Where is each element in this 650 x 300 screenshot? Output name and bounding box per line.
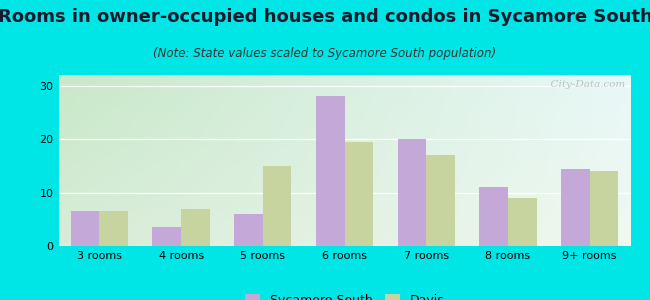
Bar [590,171,618,246]
Bar [263,166,291,246]
Legend: Sycamore South, Davis: Sycamore South, Davis [239,289,450,300]
Bar [508,198,536,246]
Bar [71,211,99,246]
Bar [479,187,508,246]
Bar [316,96,344,246]
Bar [99,211,128,246]
Text: (Note: State values scaled to Sycamore South population): (Note: State values scaled to Sycamore S… [153,46,497,59]
Bar [426,155,455,246]
Bar [234,214,263,246]
Bar [398,139,426,246]
Text: City-Data.com: City-Data.com [543,80,625,89]
Bar [153,227,181,246]
Bar [181,208,210,246]
Bar [344,142,373,246]
Text: Rooms in owner-occupied houses and condos in Sycamore South: Rooms in owner-occupied houses and condo… [0,8,650,26]
Bar [561,169,590,246]
